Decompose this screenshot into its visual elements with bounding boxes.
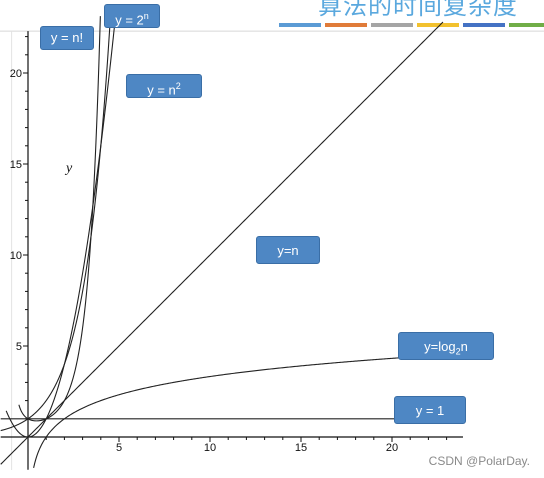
label-square-sup: 2	[175, 81, 181, 91]
label-exponential-text: y = 2	[115, 12, 144, 28]
label-square: y = n2	[126, 74, 202, 98]
series-log2	[33, 353, 458, 469]
label-factorial: y = n!	[40, 26, 94, 50]
series-exp2	[0, 16, 111, 432]
header-stripe	[325, 23, 367, 27]
label-square-text: y = n	[147, 82, 176, 98]
label-factorial-text: y = n!	[50, 30, 84, 45]
y-tick-label: 20	[10, 68, 22, 80]
label-log-tail: n	[460, 339, 468, 354]
label-log: y=log2n	[398, 332, 494, 360]
label-linear: y=n	[256, 236, 320, 264]
header-stripe	[371, 23, 413, 27]
label-exponential: y = 2n	[104, 4, 160, 28]
x-tick-label: 15	[295, 442, 307, 454]
y-tick-label: 5	[16, 341, 22, 353]
label-constant: y = 1	[394, 396, 466, 424]
label-log-sub: 2	[455, 346, 461, 357]
header-stripe	[417, 23, 459, 27]
series-linear	[0, 21, 444, 465]
header-stripe	[463, 23, 505, 27]
x-tick-label: 5	[116, 442, 122, 454]
header-stripe	[509, 23, 544, 27]
x-tick-label: 20	[386, 442, 398, 454]
watermark: CSDN @PolarDay.	[428, 454, 530, 468]
label-linear-text: y=n	[277, 243, 299, 258]
y-tick-label: 10	[10, 250, 22, 262]
series-square	[5, 17, 116, 438]
slide-header: 算法的时间复杂度	[0, 0, 544, 40]
slide-title: 算法的时间复杂度	[318, 0, 518, 20]
y-tick-label: 15	[10, 159, 22, 171]
header-stripe	[279, 23, 321, 27]
x-tick-label: 10	[204, 442, 216, 454]
label-log-text: y=log	[424, 339, 456, 354]
series-factorial	[18, 16, 101, 422]
y-axis-label: y	[64, 161, 73, 176]
label-exponential-sup: n	[143, 11, 149, 21]
label-constant-text: y = 1	[415, 403, 445, 418]
